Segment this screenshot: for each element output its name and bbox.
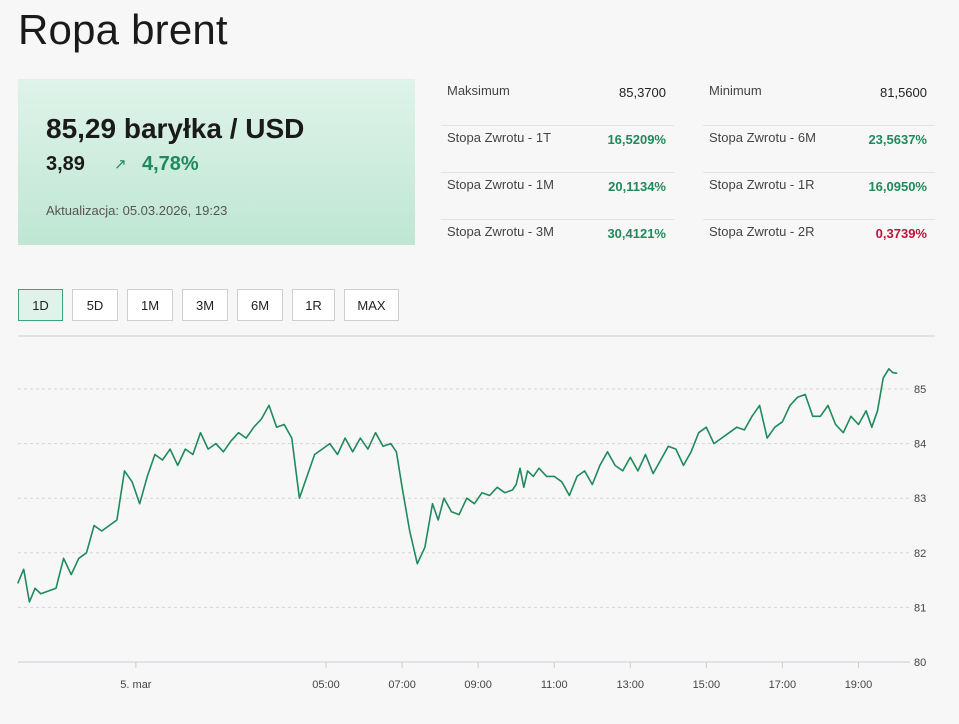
- stat-label: Minimum: [709, 83, 762, 98]
- stat-row-minimum: Minimum 81,5600: [703, 79, 935, 126]
- x-tick-label: 5. mar: [120, 679, 152, 691]
- x-tick-label: 07:00: [388, 679, 416, 691]
- stat-value: 81,5600: [880, 85, 927, 100]
- y-tick-label: 83: [914, 493, 926, 505]
- range-selector: 1D 5D 1M 3M 6M 1R MAX: [18, 289, 408, 321]
- y-tick-label: 84: [914, 439, 926, 451]
- price-line: [17, 368, 898, 603]
- stat-label: Stopa Zwrotu - 6M: [709, 130, 816, 145]
- arrow-up-right-icon: ↗: [114, 156, 127, 173]
- x-tick-label: 11:00: [541, 679, 568, 691]
- range-button-max[interactable]: MAX: [344, 289, 399, 321]
- stat-row-return-1y: Stopa Zwrotu - 1R 16,0950%: [703, 173, 935, 220]
- stat-row-maximum: Maksimum 85,3700: [441, 79, 674, 126]
- price-chart[interactable]: 80 81 82 83 84 85 5. mar 05:00 07:00 09:00 11:00 13…: [0, 330, 959, 719]
- y-tick-label: 81: [914, 602, 926, 614]
- stats-column-2: Minimum 81,5600 Stopa Zwrotu - 6M 23,563…: [703, 79, 935, 267]
- range-button-1d[interactable]: 1D: [18, 289, 63, 321]
- stat-row-return-6m: Stopa Zwrotu - 6M 23,5637%: [703, 126, 935, 173]
- stat-label: Stopa Zwrotu - 2R: [709, 224, 815, 239]
- x-tick-label: 13:00: [617, 679, 645, 691]
- quote-change: 3,89: [46, 153, 85, 175]
- quote-change-percent: 4,78%: [142, 153, 199, 175]
- y-tick-label: 80: [914, 657, 926, 669]
- stat-value: 23,5637%: [868, 132, 927, 147]
- stat-row-return-2y: Stopa Zwrotu - 2R 0,3739%: [703, 220, 935, 267]
- stat-value: 20,1134%: [608, 179, 666, 194]
- price-chart-svg: 80 81 82 83 84 85 5. mar 05:00 07:00 09:00 11:00 13…: [17, 335, 935, 691]
- range-button-1m[interactable]: 1M: [127, 289, 173, 321]
- range-button-5d[interactable]: 5D: [72, 289, 118, 321]
- stat-label: Stopa Zwrotu - 1T: [447, 130, 552, 145]
- range-button-3m[interactable]: 3M: [182, 289, 228, 321]
- stat-label: Stopa Zwrotu - 3M: [447, 224, 554, 239]
- stats-column-1: Maksimum 85,3700 Stopa Zwrotu - 1T 16,52…: [441, 79, 674, 267]
- x-tick-label: 05:00: [312, 679, 340, 691]
- stat-value: 85,3700: [619, 85, 666, 100]
- stat-value: 30,4121%: [607, 226, 666, 241]
- stat-value: 0,3739%: [875, 226, 927, 241]
- y-tick-label: 82: [914, 548, 926, 560]
- range-button-1r[interactable]: 1R: [292, 289, 335, 321]
- update-timestamp: Aktualizacja: 05.03.2026, 19:23: [46, 203, 228, 218]
- x-tick-label: 09:00: [464, 679, 492, 691]
- stat-label: Maksimum: [447, 83, 510, 98]
- stat-row-return-3m: Stopa Zwrotu - 3M 30,4121%: [441, 220, 674, 267]
- page-title: Ropa brent: [18, 6, 228, 53]
- stat-label: Stopa Zwrotu - 1M: [447, 177, 554, 192]
- stat-label: Stopa Zwrotu - 1R: [709, 177, 815, 192]
- x-tick-label: 19:00: [845, 679, 873, 691]
- quote-price: 85,29 baryłka / USD: [46, 113, 305, 144]
- y-tick-label: 85: [914, 384, 926, 396]
- x-tick-label: 15:00: [693, 679, 721, 691]
- stat-value: 16,0950%: [868, 179, 927, 194]
- quote-card: 85,29 baryłka / USD 3,89 ↗ 4,78% Aktuali…: [18, 79, 415, 245]
- x-tick-label: 17:00: [769, 679, 797, 691]
- stat-value: 16,5209%: [607, 132, 666, 147]
- range-button-6m[interactable]: 6M: [237, 289, 283, 321]
- stat-row-return-1w: Stopa Zwrotu - 1T 16,5209%: [441, 126, 674, 173]
- stat-row-return-1m: Stopa Zwrotu - 1M 20,1134%: [441, 173, 674, 220]
